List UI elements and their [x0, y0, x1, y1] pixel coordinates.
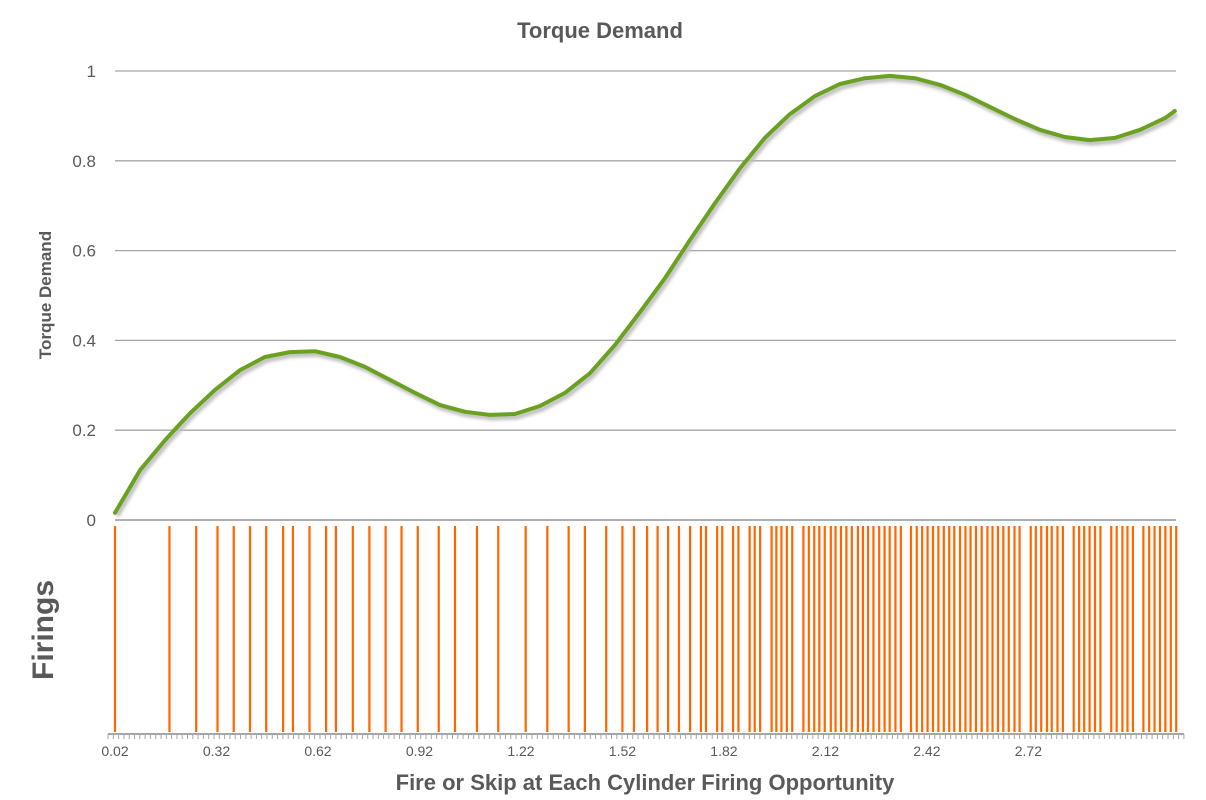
y-tick-label: 0.2	[72, 421, 96, 440]
y-tick-label: 0.4	[72, 331, 96, 350]
y-tick-label: 0.8	[72, 152, 96, 171]
x-tick-labels: 0.02 0.32 0.62 0.92 1.22 1.52 1.82 2.12 2.42 2.72	[101, 743, 1042, 759]
gridlines	[115, 70, 1176, 521]
x-tick-label: 0.02	[101, 743, 128, 759]
x-tick-label: 0.32	[203, 743, 230, 759]
x-axis-label: Fire or Skip at Each Cylinder Firing Opp…	[396, 770, 895, 795]
x-tick-label: 0.92	[406, 743, 433, 759]
torque-curve-shadow	[114, 76, 1179, 518]
y-tick-label: 0	[87, 511, 96, 530]
x-tick-label: 1.52	[609, 743, 636, 759]
x-tick-label: 1.22	[507, 743, 534, 759]
firings-label: Firings	[27, 580, 60, 680]
x-axis	[107, 733, 1185, 739]
y-tick-labels: 0 0.2 0.4 0.6 0.8 1	[72, 62, 96, 530]
x-tick-label: 2.42	[913, 743, 940, 759]
torque-curve	[113, 73, 1177, 515]
x-tick-label: 1.82	[710, 743, 737, 759]
x-tick-label: 0.62	[304, 743, 331, 759]
y-axis-label: Torque Demand	[36, 231, 55, 359]
x-tick-label: 2.72	[1015, 743, 1042, 759]
x-tick-label: 2.12	[812, 743, 839, 759]
y-tick-label: 1	[87, 62, 96, 81]
firing-marks	[113, 526, 1178, 732]
y-tick-label: 0.6	[72, 242, 96, 261]
chart-title: Torque Demand	[517, 18, 683, 43]
